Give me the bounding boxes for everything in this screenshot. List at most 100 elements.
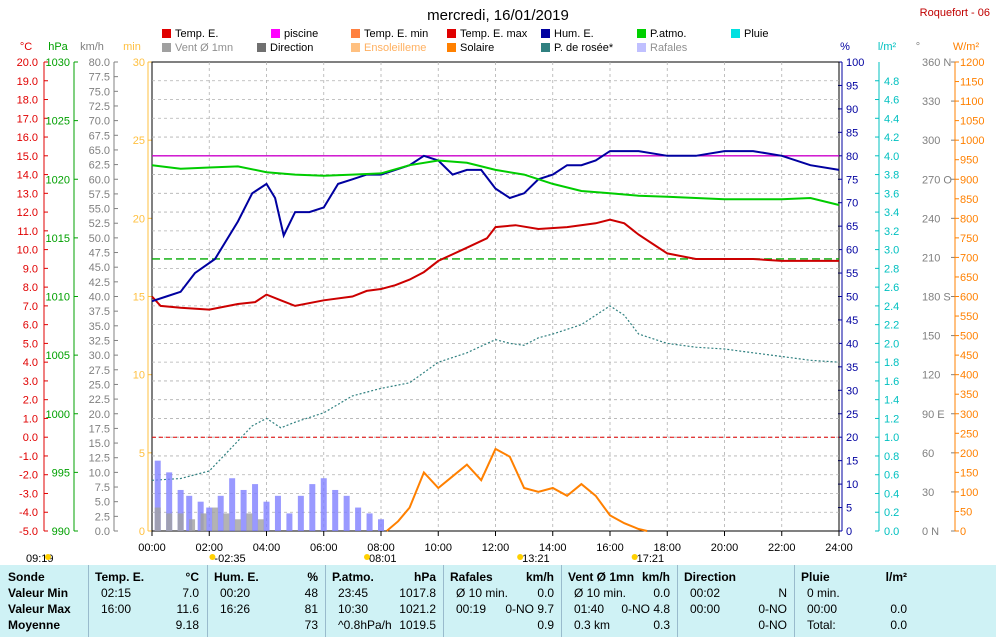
tick-solar: 350: [960, 389, 978, 401]
axis-unit-rain: l/m²: [878, 41, 897, 53]
bar: [166, 472, 173, 531]
bar: [240, 489, 247, 531]
tick-min: 20: [133, 213, 145, 225]
tick-solar: 850: [960, 194, 978, 206]
bar: [309, 484, 316, 531]
tick-wind: 50.0: [89, 233, 110, 245]
bar: [177, 489, 184, 531]
tick-rain: 0.4: [884, 488, 899, 500]
tick-wind: 7.5: [95, 482, 110, 494]
row-label-min: Valeur Min: [8, 586, 69, 600]
legend-swatch: [731, 29, 740, 38]
tick-hum: 5: [846, 503, 852, 515]
sun-icon: [631, 554, 638, 560]
tick-hum: 75: [846, 174, 858, 186]
legend-label: P. de rosée*: [554, 42, 614, 54]
axes: °C 20.0 19.0 18.0 17.0 16.0 15.0 14.0 13.0 12.0 11…: [17, 41, 985, 538]
series-P.atmo.: [151, 159, 840, 206]
tick-solar: 450: [960, 350, 978, 362]
tick-wind: 10.0: [89, 467, 110, 479]
sun-icon: [364, 554, 370, 560]
tick-press: 1025: [46, 116, 70, 128]
block-unit: km/h: [641, 570, 670, 584]
legend-swatch: [447, 29, 456, 38]
tick-temp: 6.0: [23, 320, 38, 332]
weather-chart: mercredi, 16/01/2019 Roquefort - 06 Temp…: [17, 7, 990, 565]
stat-time: 10:30: [338, 602, 369, 616]
legend-label: Ensoleilleme: [364, 42, 426, 54]
bar: [343, 495, 350, 531]
tick-solar: 100: [960, 487, 978, 499]
tick-solar: 1050: [960, 116, 984, 128]
tick-min: 5: [139, 448, 145, 460]
legend-swatch: [351, 29, 360, 38]
tick-temp: 20.0: [17, 57, 38, 69]
tick-rain: 3.6: [884, 188, 899, 200]
stats-block: Pluie l/m² 0 min. 00:00 0.0 Total: 0.0: [794, 565, 915, 637]
bar: [177, 513, 184, 531]
stat-time: 00:00: [807, 602, 838, 616]
tick-solar: 800: [960, 213, 978, 225]
tick-wind: 67.5: [89, 130, 110, 142]
tick-rain: 3.0: [884, 245, 899, 257]
stat-time: ^0.8hPa/h: [338, 618, 392, 632]
tick-wind: 60.0: [89, 174, 110, 186]
tick-press: 995: [52, 467, 70, 479]
tick-solar: 300: [960, 409, 978, 421]
tick-hum: 85: [846, 127, 858, 139]
legend-label: Solaire: [460, 42, 494, 54]
x-tick-label: 02:00: [195, 542, 223, 554]
tick-rain: 2.6: [884, 282, 899, 294]
tick-dir: 300: [922, 135, 940, 147]
stat-value: 0.9: [537, 618, 554, 632]
tick-rain: 2.8: [884, 263, 899, 275]
tick-dir: 30: [922, 487, 934, 499]
bar: [189, 519, 196, 531]
stat-value: 7.0: [182, 586, 199, 600]
legend-label: Rafales: [650, 42, 688, 54]
tick-wind: 45.0: [89, 262, 110, 274]
stat-time: 02:15: [101, 586, 132, 600]
stat-value: 81: [304, 602, 318, 616]
row-label-sonde: Sonde: [8, 570, 45, 584]
series-Temp. E.: [151, 218, 839, 311]
tick-solar: 700: [960, 252, 978, 264]
x-tick-label: 00:00: [138, 542, 166, 554]
tick-wind: 42.5: [89, 277, 110, 289]
grid: [151, 61, 840, 532]
bar: [297, 495, 304, 531]
block-unit: l/m²: [885, 570, 907, 584]
tick-wind: 5.0: [95, 497, 110, 509]
stats-panel: Sonde Valeur Min Valeur Max Moyenne Temp…: [0, 565, 996, 637]
stat-value: 1017.8: [399, 586, 436, 600]
stat-value: 1019.5: [399, 618, 436, 632]
bar: [166, 513, 173, 531]
tick-press: 1015: [46, 233, 70, 245]
series-Solaire: [386, 447, 648, 532]
tick-solar: 150: [960, 467, 978, 479]
tick-solar: 600: [960, 292, 978, 304]
stat-time: Total:: [807, 618, 836, 632]
bar: [154, 507, 161, 531]
tick-dir: 150: [922, 331, 940, 343]
bar: [378, 519, 384, 531]
bar: [355, 507, 362, 531]
sun-icon: [45, 554, 51, 560]
bar: [234, 519, 241, 531]
tick-rain: 2.2: [884, 320, 899, 332]
tick-solar: 950: [960, 155, 978, 167]
tick-solar: 900: [960, 174, 978, 186]
tick-solar: 50: [960, 506, 972, 518]
bar: [366, 513, 373, 531]
legend-swatch: [162, 43, 171, 52]
stat-value: 9.18: [175, 618, 199, 632]
tick-wind: 70.0: [89, 116, 110, 128]
tick-wind: 30.0: [89, 350, 110, 362]
tick-temp: -5.0: [19, 526, 38, 538]
tick-solar: 0: [960, 526, 966, 538]
tick-wind: 25.0: [89, 379, 110, 391]
x-tick-label: 18:00: [653, 542, 681, 554]
x-tick-label: 04:00: [253, 542, 281, 554]
tick-dir: 180 S: [922, 292, 951, 304]
tick-solar: 400: [960, 370, 978, 382]
